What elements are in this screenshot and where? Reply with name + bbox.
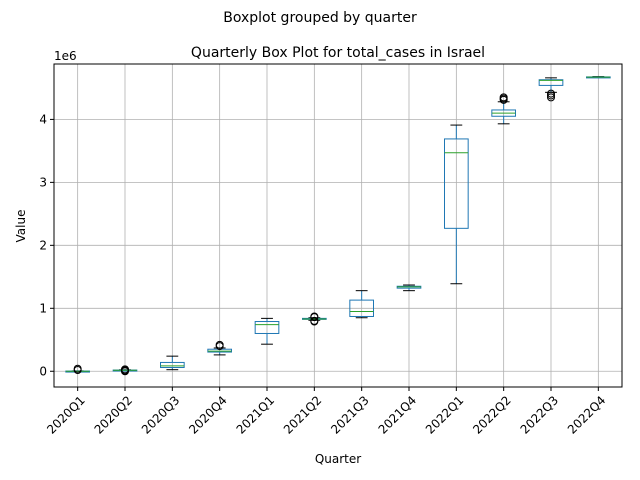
y-tick-label: 1 (39, 301, 47, 315)
y-axis-ticks: 0 1 2 3 4 (39, 112, 54, 378)
y-tick-label: 4 (39, 112, 47, 126)
flier-point (73, 364, 82, 373)
box-2021Q2 (302, 312, 327, 326)
box-2022Q4 (586, 76, 611, 79)
box-iqr (160, 361, 185, 368)
box-2020Q2 (112, 365, 138, 376)
y-tick-label: 0 (39, 364, 47, 378)
box-2021Q1 (254, 317, 280, 345)
box-2021Q4 (396, 284, 422, 292)
box-2022Q1 (444, 124, 469, 285)
flier-point (310, 316, 319, 325)
y-tick-label: 3 (39, 175, 47, 189)
box-2022Q2 (491, 93, 517, 125)
box-iqr (444, 138, 469, 229)
box-iqr (349, 299, 375, 317)
box-2020Q1 (65, 364, 91, 374)
box-series (65, 76, 611, 376)
flier-point (121, 365, 129, 374)
flier-point (547, 89, 555, 98)
box-2020Q3 (160, 355, 185, 371)
plot-frame (53, 63, 623, 388)
box-iqr (254, 321, 280, 334)
flier-point (215, 340, 224, 349)
flier-point (310, 312, 319, 321)
grid-lines (54, 64, 622, 387)
y-tick-label: 2 (39, 238, 47, 252)
flier-point (499, 93, 508, 102)
box-2020Q4 (207, 340, 232, 356)
chart-title: Quarterly Box Plot for total_cases in Is… (191, 45, 485, 61)
figure-suptitle: Boxplot grouped by quarter (223, 10, 417, 26)
box-2022Q3 (538, 77, 564, 102)
box-iqr (538, 79, 564, 86)
y-axis-offset-label: 1e6 (54, 49, 77, 63)
y-axis-label: Value (14, 210, 28, 243)
box-2021Q3 (349, 290, 375, 319)
x-axis-label: Quarter (315, 452, 361, 466)
